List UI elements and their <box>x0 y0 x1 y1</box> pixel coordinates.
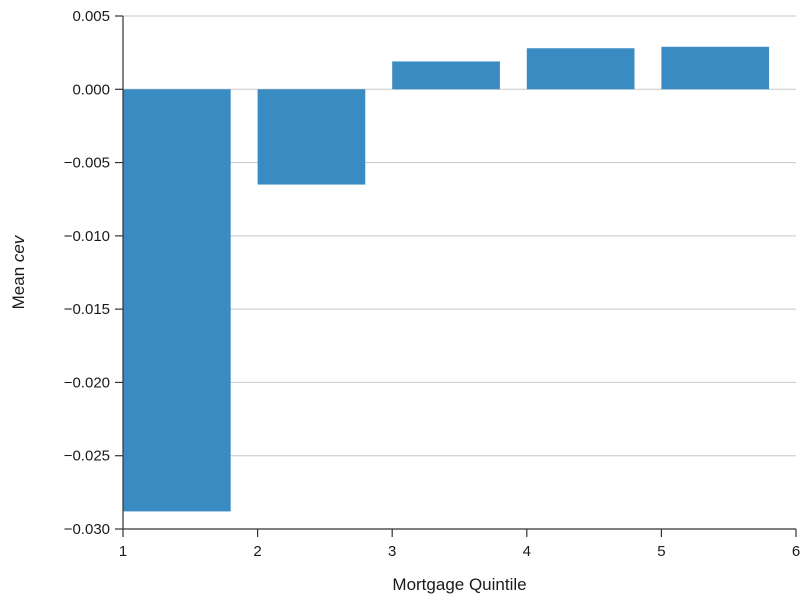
bar-quintile-2 <box>257 89 366 185</box>
axes <box>122 16 796 530</box>
x-axis-ticks: 1 2 3 4 5 6 <box>119 529 800 560</box>
x-tick-label: 2 <box>253 543 261 560</box>
y-tick-label: −0.005 <box>64 155 110 172</box>
grid-lines <box>123 15 796 457</box>
y-tick-label: −0.020 <box>64 374 110 391</box>
y-tick-label: 0.000 <box>72 81 110 98</box>
x-tick-label: 1 <box>119 543 127 560</box>
y-axis-title-italic: cev <box>9 234 28 262</box>
y-axis-title-prefix: Mean <box>9 262 28 309</box>
y-tick-label: −0.025 <box>64 448 110 465</box>
x-tick-label: 4 <box>523 543 531 560</box>
x-axis-title: Mortgage Quintile <box>392 575 526 594</box>
y-axis-ticks: 0.005 0.000 −0.005 −0.010 −0.015 −0.020 −0.025… <box>64 8 123 538</box>
bar-quintile-4 <box>526 48 635 90</box>
x-tick-label: 3 <box>388 543 396 560</box>
bar-quintile-1 <box>123 89 231 512</box>
y-tick-label: −0.030 <box>64 521 110 538</box>
y-tick-label: −0.010 <box>64 228 110 245</box>
bars <box>123 46 770 512</box>
y-tick-label: −0.015 <box>64 301 110 318</box>
bar-quintile-5 <box>661 46 770 90</box>
bar-quintile-3 <box>392 61 500 90</box>
x-tick-label: 5 <box>657 543 665 560</box>
y-axis-title: Mean cev <box>9 234 28 309</box>
x-tick-label: 6 <box>792 543 800 560</box>
y-tick-label: 0.005 <box>72 8 110 25</box>
